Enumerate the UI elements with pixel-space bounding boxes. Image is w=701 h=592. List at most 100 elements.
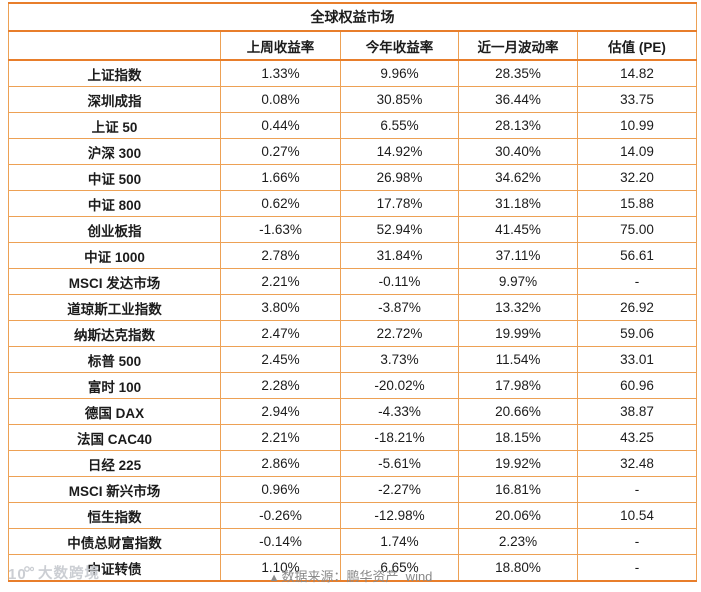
table-row: 富时 100 2.28% -20.02% 17.98% 60.96 <box>8 372 698 399</box>
cell-value: -1.63% <box>220 216 341 243</box>
table-row: 深圳成指 0.08% 30.85% 36.44% 33.75 <box>8 86 698 113</box>
table-header-row: 上周收益率 今年收益率 近一月波动率 估值 (PE) <box>8 30 698 61</box>
cell-value: 10.99 <box>576 112 698 139</box>
row-label: 日经 225 <box>8 450 221 477</box>
cell-value: -2.27% <box>340 476 459 503</box>
cell-value: 26.92 <box>576 294 698 321</box>
table-row: 道琼斯工业指数 3.80% -3.87% 13.32% 26.92 <box>8 294 698 321</box>
cell-value: 30.40% <box>458 138 578 165</box>
table-title-row: 全球权益市场 <box>7 2 698 32</box>
table-row: MSCI 发达市场 2.21% -0.11% 9.97% - <box>8 268 698 295</box>
cell-value: 2.28% <box>220 372 341 399</box>
row-label: 富时 100 <box>8 372 221 399</box>
cell-value: 2.23% <box>458 528 578 555</box>
data-source-text: 数据来源：鹏华资产 wind <box>281 569 433 584</box>
table-row: 恒生指数 -0.26% -12.98% 20.06% 10.54 <box>8 502 698 529</box>
column-header-ytd-return: 今年收益率 <box>340 30 459 61</box>
table-row: 创业板指 -1.63% 52.94% 41.45% 75.00 <box>8 216 698 243</box>
column-header-index-name <box>8 30 221 61</box>
triangle-marker-icon: ▲ <box>268 572 280 584</box>
cell-value: 14.09 <box>576 138 698 165</box>
row-label: 上证 50 <box>8 112 221 139</box>
cell-value: 31.84% <box>340 242 459 269</box>
cell-value: 32.20 <box>576 164 698 191</box>
cell-value: 17.98% <box>458 372 578 399</box>
row-label: 标普 500 <box>8 346 221 373</box>
table-row: 德国 DAX 2.94% -4.33% 20.66% 38.87 <box>8 398 698 425</box>
cell-value: 0.27% <box>220 138 341 165</box>
cell-value: - <box>576 528 698 555</box>
table-row: 中证 500 1.66% 26.98% 34.62% 32.20 <box>8 164 698 191</box>
cell-value: 34.62% <box>458 164 578 191</box>
data-source-note: ▲ 数据来源：鹏华资产 wind <box>0 566 701 585</box>
table-row: MSCI 新兴市场 0.96% -2.27% 16.81% - <box>8 476 698 503</box>
cell-value: -12.98% <box>340 502 459 529</box>
column-header-pe-valuation: 估值 (PE) <box>576 30 698 61</box>
cell-value: 0.44% <box>220 112 341 139</box>
cell-value: 2.47% <box>220 320 341 347</box>
table-body: 上证指数 1.33% 9.96% 28.35% 14.82 深圳成指 0.08% 30.85%… <box>8 59 698 582</box>
cell-value: 28.13% <box>458 112 578 139</box>
row-label: 德国 DAX <box>8 398 221 425</box>
row-label: 上证指数 <box>8 59 221 87</box>
row-label: 创业板指 <box>8 216 221 243</box>
table-row: 中证转债 1.10% 6.65% 18.80% - <box>8 554 698 582</box>
cell-value: 3.80% <box>220 294 341 321</box>
cell-value: 2.21% <box>220 268 341 295</box>
table-row: 沪深 300 0.27% 14.92% 30.40% 14.09 <box>8 138 698 165</box>
cell-value: 0.08% <box>220 86 341 113</box>
table-row: 标普 500 2.45% 3.73% 11.54% 33.01 <box>8 346 698 373</box>
cell-value: 36.44% <box>458 86 578 113</box>
table-title: 全球权益市场 <box>7 2 698 32</box>
row-label: MSCI 发达市场 <box>8 268 221 295</box>
row-label: 中证 500 <box>8 164 221 191</box>
cell-value: 59.06 <box>576 320 698 347</box>
cell-value: 60.96 <box>576 372 698 399</box>
cell-value: 33.75 <box>576 86 698 113</box>
row-label: 中证转债 <box>8 554 221 582</box>
cell-value: -20.02% <box>340 372 459 399</box>
cell-value: 31.18% <box>458 190 578 217</box>
cell-value: 18.15% <box>458 424 578 451</box>
cell-value: - <box>576 554 698 582</box>
row-label: 深圳成指 <box>8 86 221 113</box>
watermark-logo-icon: 10 <box>8 564 34 582</box>
cell-value: 15.88 <box>576 190 698 217</box>
cell-value: 14.92% <box>340 138 459 165</box>
cell-value: 1.10% <box>220 554 341 582</box>
table-row: 中证 1000 2.78% 31.84% 37.11% 56.61 <box>8 242 698 269</box>
cell-value: 2.21% <box>220 424 341 451</box>
cell-value: 1.66% <box>220 164 341 191</box>
table-row: 日经 225 2.86% -5.61% 19.92% 32.48 <box>8 450 698 477</box>
watermark-brand-text: 大数跨境 <box>38 566 100 582</box>
cell-value: -18.21% <box>340 424 459 451</box>
row-label: 恒生指数 <box>8 502 221 529</box>
cell-value: 30.85% <box>340 86 459 113</box>
cell-value: 37.11% <box>458 242 578 269</box>
cell-value: 0.62% <box>220 190 341 217</box>
cell-value: -0.11% <box>340 268 459 295</box>
cell-value: 17.78% <box>340 190 459 217</box>
row-label: 中债总财富指数 <box>8 528 221 555</box>
cell-value: 41.45% <box>458 216 578 243</box>
cell-value: 75.00 <box>576 216 698 243</box>
cell-value: -4.33% <box>340 398 459 425</box>
table-row: 中债总财富指数 -0.14% 1.74% 2.23% - <box>8 528 698 555</box>
cell-value: 26.98% <box>340 164 459 191</box>
table-row: 法国 CAC40 2.21% -18.21% 18.15% 43.25 <box>8 424 698 451</box>
cell-value: -0.26% <box>220 502 341 529</box>
cell-value: 22.72% <box>340 320 459 347</box>
cell-value: 3.73% <box>340 346 459 373</box>
cell-value: 56.61 <box>576 242 698 269</box>
cell-value: 13.32% <box>458 294 578 321</box>
table-row: 上证 50 0.44% 6.55% 28.13% 10.99 <box>8 112 698 139</box>
global-equity-market-table: 全球权益市场 上周收益率 今年收益率 近一月波动率 估值 (PE) 上证指数 1.… <box>7 2 698 582</box>
row-label: 中证 1000 <box>8 242 221 269</box>
cell-value: -3.87% <box>340 294 459 321</box>
cell-value: 20.66% <box>458 398 578 425</box>
cell-value: 33.01 <box>576 346 698 373</box>
cell-value: - <box>576 476 698 503</box>
row-label: 沪深 300 <box>8 138 221 165</box>
cell-value: 28.35% <box>458 59 578 87</box>
